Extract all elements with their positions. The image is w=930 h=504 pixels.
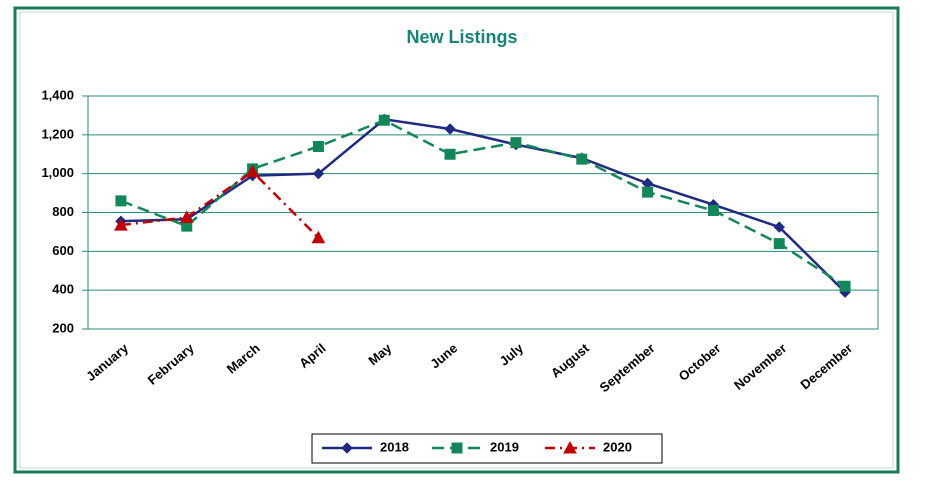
data-point	[510, 137, 522, 149]
y-tick-label: 600	[52, 243, 74, 258]
data-point	[179, 210, 194, 223]
data-point	[378, 114, 390, 126]
data-point	[115, 195, 127, 207]
legend-marker	[563, 440, 577, 454]
y-tick-label: 1,000	[41, 165, 74, 180]
y-tick-label: 400	[52, 282, 74, 297]
legend-label: 2018	[380, 439, 409, 454]
data-point	[642, 186, 654, 198]
data-point	[444, 123, 456, 135]
legend-marker	[451, 442, 463, 454]
legend-marker	[341, 442, 353, 454]
y-tick-label: 1,400	[41, 87, 74, 102]
y-tick-label: 800	[52, 204, 74, 219]
data-point	[576, 153, 588, 165]
legend-label: 2019	[490, 439, 519, 454]
chart-inner-frame	[19, 11, 894, 469]
y-tick-label: 200	[52, 320, 74, 335]
legend-label: 2020	[603, 439, 632, 454]
data-point	[312, 140, 324, 152]
data-point	[444, 148, 456, 160]
chart-frame	[13, 6, 900, 474]
data-point	[311, 230, 326, 244]
series-line	[120, 118, 846, 288]
data-point	[839, 280, 851, 292]
data-point	[312, 167, 325, 180]
chart-title: New Listings	[406, 27, 517, 47]
series-line	[120, 117, 846, 293]
data-point	[114, 218, 128, 231]
y-tick-label: 1,200	[41, 126, 74, 141]
data-point	[707, 205, 719, 217]
data-point	[245, 164, 260, 178]
data-point	[773, 221, 785, 233]
data-point	[773, 238, 785, 250]
